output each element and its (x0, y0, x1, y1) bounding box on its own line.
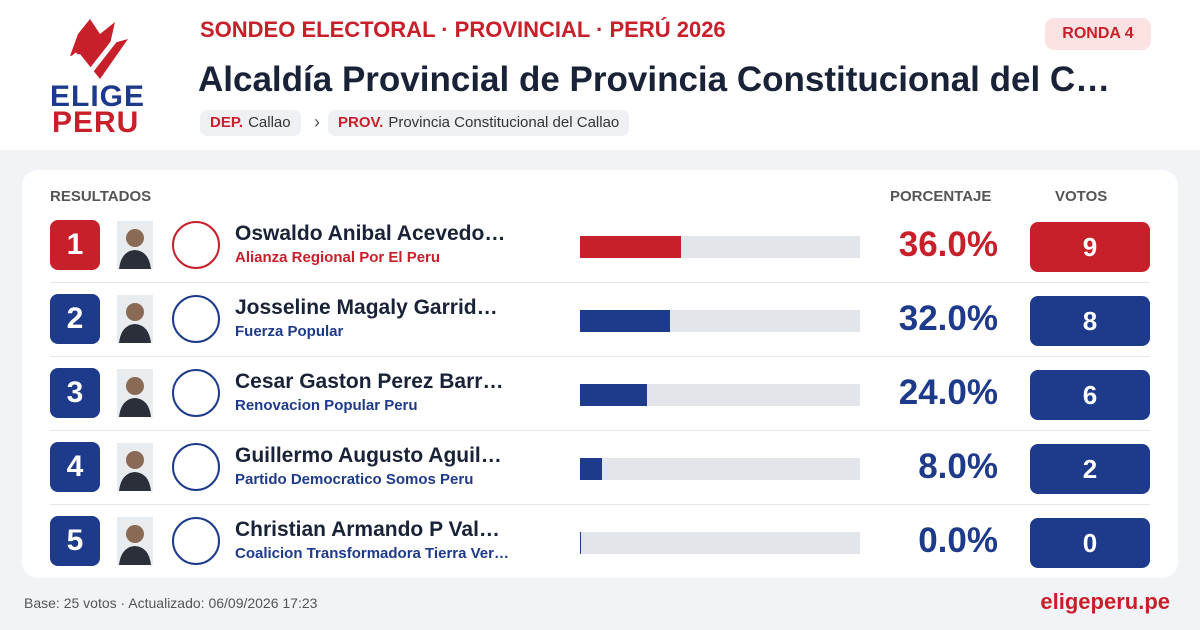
row-separator (50, 356, 1150, 357)
candidate-photo (117, 295, 153, 343)
party-logo (172, 369, 220, 417)
avatar (119, 377, 151, 417)
breadcrumb: PROV. Provincia Constitucional del Callao (328, 110, 630, 136)
vote-count: 6 (1030, 370, 1150, 420)
results-card: RESULTADOS PORCENTAJE VOTOS 1 Oswaldo Ani… (22, 170, 1178, 578)
kicker: SONDEO ELECTORAL · PROVINCIAL · PERÚ 202… (200, 17, 726, 42)
candidate-name: Christian Armando P Val… (235, 518, 500, 541)
bar (580, 458, 603, 480)
bar-track (580, 236, 860, 258)
candidate-photo (117, 369, 153, 417)
breadcrumb-value: Provincia Constitucional del Callao (388, 114, 620, 131)
avatar (119, 303, 151, 343)
breadcrumb-label: PROV. (338, 114, 384, 131)
percent-label: 8.0% (918, 447, 998, 486)
section-title: RESULTADOS (50, 188, 152, 205)
avatar (119, 451, 151, 491)
column-header: PORCENTAJE (890, 188, 992, 205)
candidate-photo (117, 443, 153, 491)
vote-count: 2 (1030, 444, 1150, 494)
candidate-name: Josseline Magaly Garrid… (235, 296, 498, 319)
bar (580, 236, 681, 258)
party-logo (172, 443, 220, 491)
percent-label: 36.0% (898, 225, 998, 264)
bar (580, 532, 581, 554)
breadcrumb: DEP. Callao (200, 110, 301, 136)
row-separator (50, 430, 1150, 431)
party-logo (172, 517, 220, 565)
site: eligeperu.pe (1040, 589, 1170, 614)
rank-badge: 2 (50, 294, 100, 344)
avatar (119, 229, 151, 269)
percent-label: 32.0% (898, 299, 998, 338)
vote-count: 9 (1030, 222, 1150, 272)
footer-note: Base: 25 votos · Actualizado: 06/09/2026… (24, 595, 318, 611)
logo-text: PERU (52, 106, 140, 139)
breadcrumb-value: Callao (248, 114, 291, 131)
rank-badge: 5 (50, 516, 100, 566)
row-separator (50, 282, 1150, 283)
bar (580, 384, 648, 406)
vote-count: 0 (1030, 518, 1150, 568)
percent-label: 0.0% (918, 521, 998, 560)
rank-badge: 1 (50, 220, 100, 270)
candidate-name: Guillermo Augusto Aguil… (235, 444, 502, 467)
bar-track (580, 532, 860, 554)
bar (580, 310, 670, 332)
bar-track (580, 458, 860, 480)
row-separator (50, 504, 1150, 505)
party-name: Renovacion Popular Peru (235, 397, 418, 414)
logo-text: ELIGE (50, 80, 146, 113)
party-name: Fuerza Popular (235, 323, 344, 340)
title: Alcaldía Provincial de Provincia Constit… (198, 60, 1111, 99)
logo-mark (70, 19, 128, 79)
header: ELIGE PERU SONDEO ELECTORAL · PROVINCIAL… (0, 0, 1200, 150)
party-name: Coalicion Transformadora Tierra Ver… (235, 545, 509, 562)
candidate-photo (117, 221, 153, 269)
candidate-name: Cesar Gaston Perez Barr… (235, 370, 504, 393)
party-logo (172, 221, 220, 269)
party-name: Partido Democratico Somos Peru (235, 471, 474, 488)
party-logo (172, 295, 220, 343)
vote-count: 8 (1030, 296, 1150, 346)
percent-label: 24.0% (898, 373, 998, 412)
candidate-name: Oswaldo Anibal Acevedo… (235, 222, 506, 245)
bar-track (580, 310, 860, 332)
avatar (119, 525, 151, 565)
breadcrumb-label: DEP. (210, 114, 244, 131)
chevron: › (314, 112, 320, 132)
rank-badge: 3 (50, 368, 100, 418)
rank-badge: 4 (50, 442, 100, 492)
bar-track (580, 384, 860, 406)
party-name: Alianza Regional Por El Peru (235, 249, 441, 266)
candidate-photo (117, 517, 153, 565)
column-header: VOTOS (1055, 188, 1108, 205)
round-badge: RONDA 4 (1045, 18, 1151, 50)
